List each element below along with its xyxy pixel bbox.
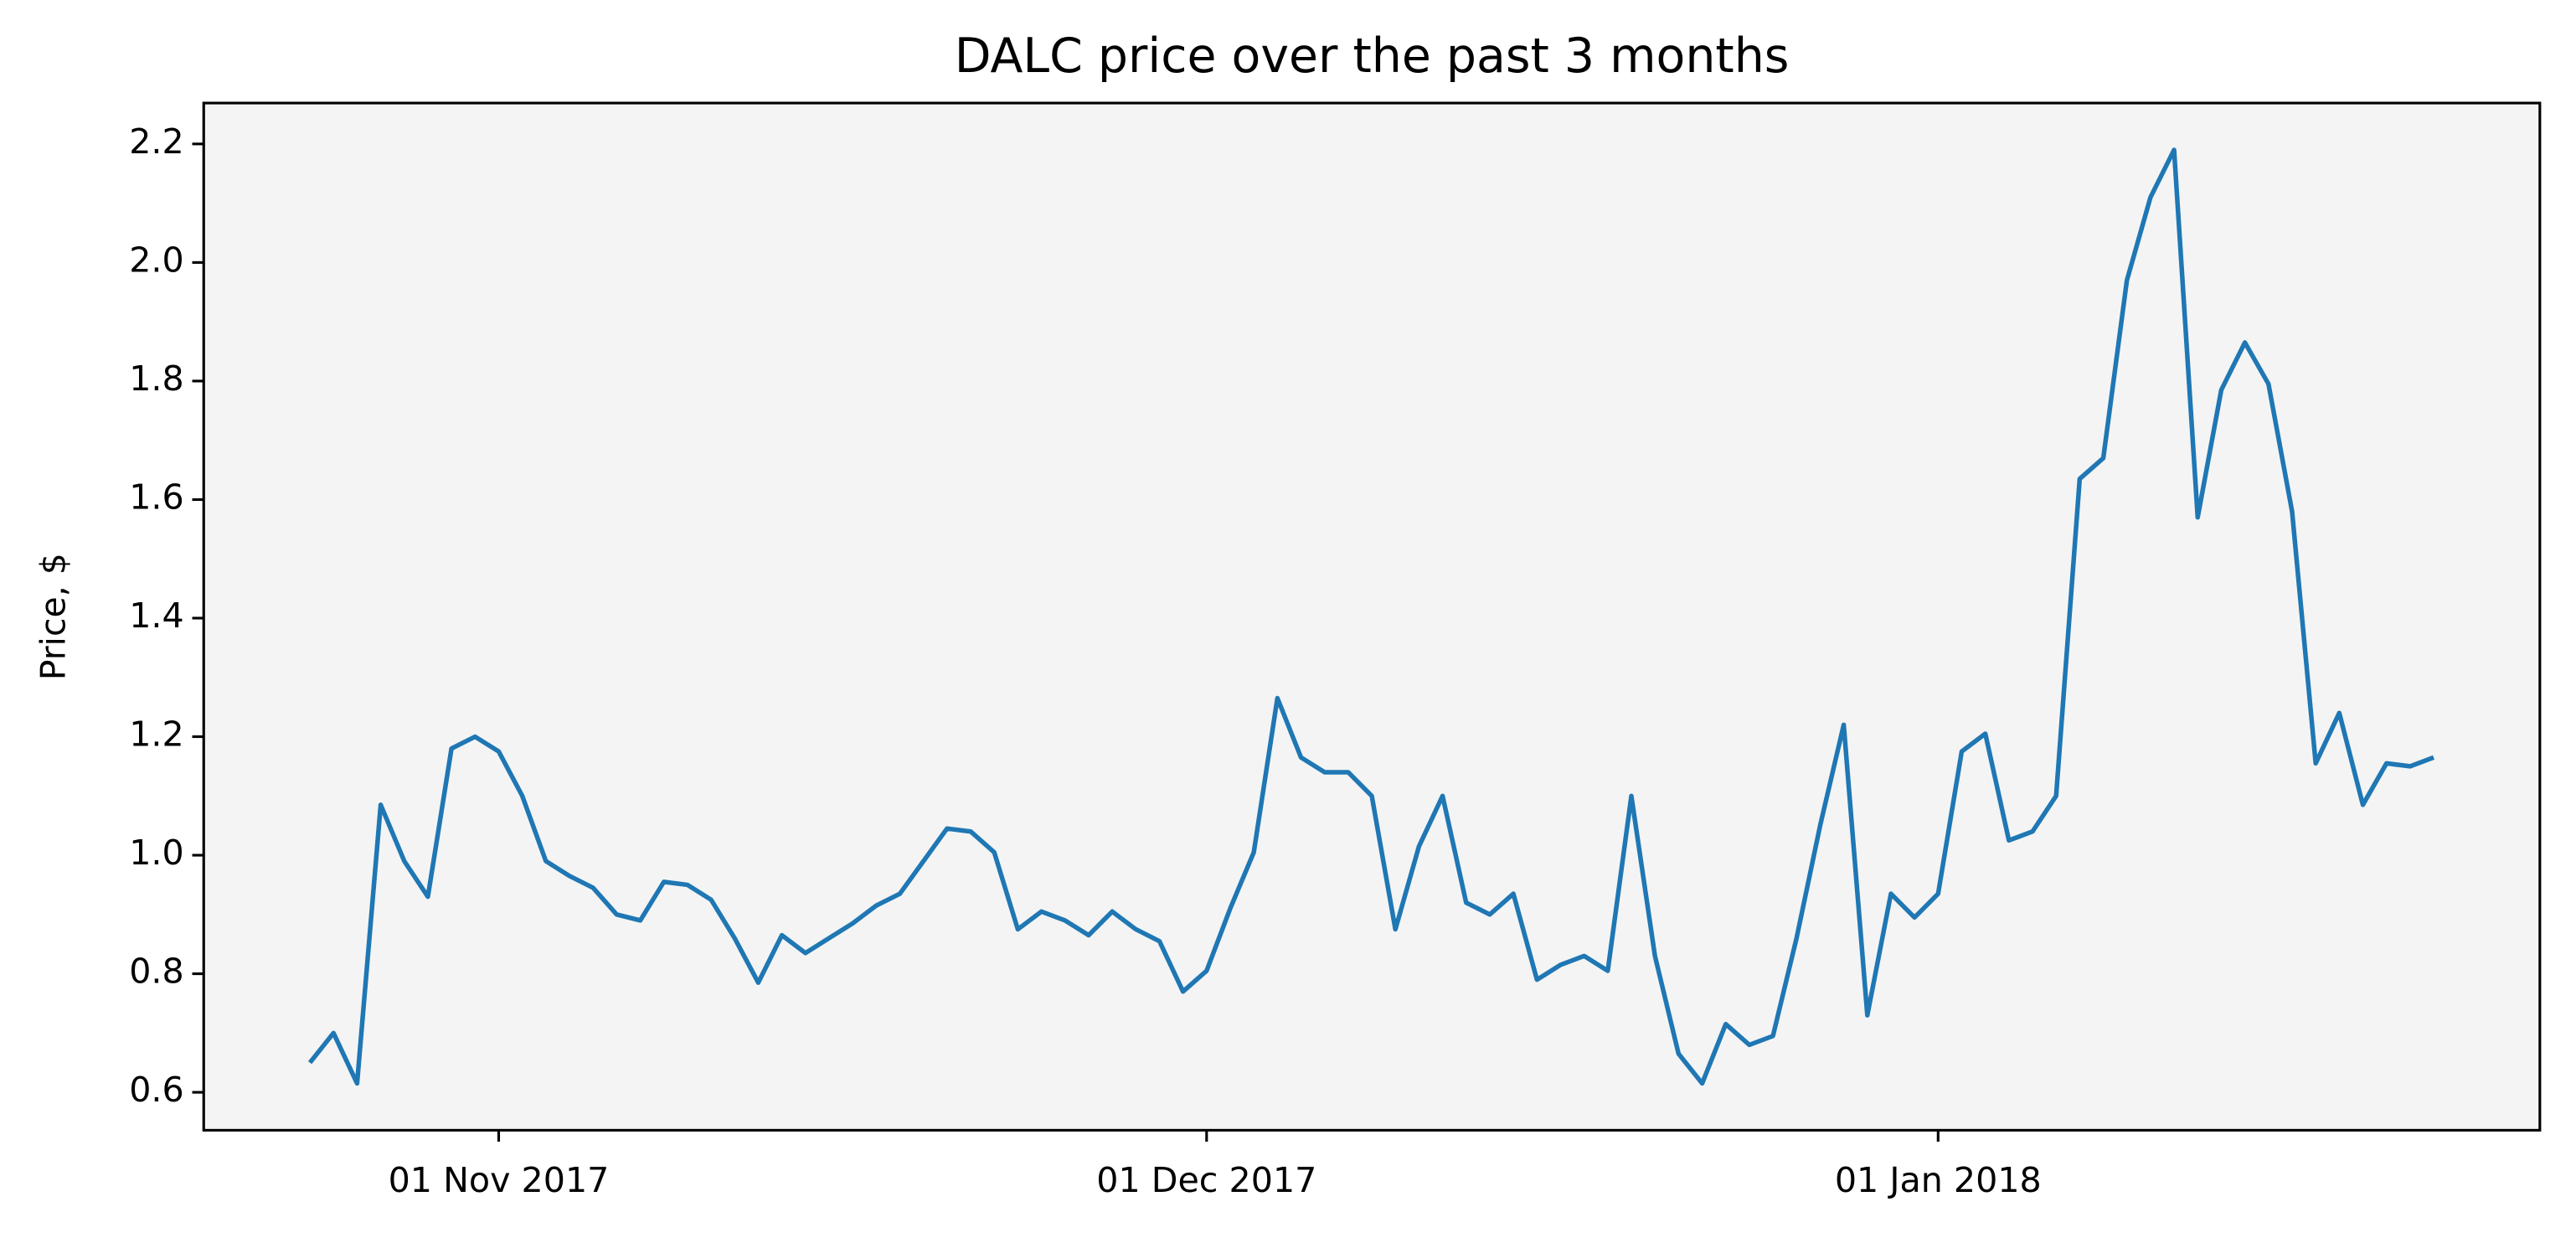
plot-background <box>204 103 2540 1131</box>
price-line <box>307 147 2435 1086</box>
y-tick-label: 0.8 <box>129 951 184 992</box>
plot-frame <box>202 101 2542 1132</box>
x-tick-label: 01 Nov 2017 <box>389 1160 610 1200</box>
x-tick-label: 01 Jan 2018 <box>1835 1160 2042 1200</box>
y-tick-label: 1.2 <box>129 714 184 755</box>
y-tick-label: 2.2 <box>129 121 184 162</box>
y-tick-label: 1.6 <box>129 477 184 518</box>
y-tick-label: 1.4 <box>129 596 184 636</box>
chart-title: DALC price over the past 3 months <box>955 28 1790 84</box>
x-tick-label: 01 Dec 2017 <box>1096 1160 1316 1200</box>
y-tick-label: 1.8 <box>129 358 184 399</box>
y-tick-label: 2.0 <box>129 240 184 280</box>
y-tick-label: 1.0 <box>129 833 184 873</box>
y-tick-label: 0.6 <box>129 1070 184 1110</box>
y-axis-label: Price, $ <box>33 553 74 680</box>
